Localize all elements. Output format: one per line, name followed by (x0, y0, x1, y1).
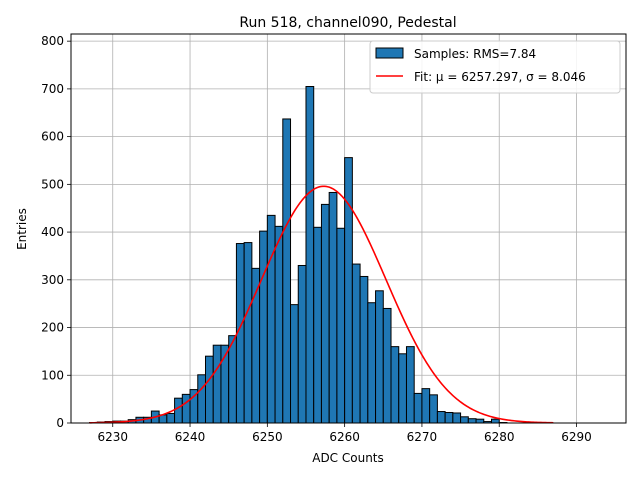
x-tick-label: 6230 (97, 430, 128, 444)
y-tick-label: 500 (41, 177, 64, 191)
legend-samples-patch (376, 48, 403, 58)
histogram-bar (453, 413, 461, 423)
histogram-bar (298, 265, 306, 423)
histogram-bar (430, 395, 438, 423)
y-axis-label: Entries (15, 208, 29, 250)
x-tick-label: 6240 (175, 430, 206, 444)
histogram-bar (167, 413, 175, 423)
y-tick-label: 100 (41, 368, 64, 382)
histogram-bar (283, 119, 291, 423)
histogram-bar (314, 227, 322, 423)
histogram-bar (213, 345, 221, 423)
histogram-bar (275, 226, 283, 423)
histogram-bar (383, 308, 391, 423)
y-tick-label: 400 (41, 225, 64, 239)
histogram-bar (291, 305, 299, 423)
y-tick-label: 800 (41, 34, 64, 48)
x-tick-label: 6250 (252, 430, 283, 444)
legend: Samples: RMS=7.84 Fit: μ = 6257.297, σ =… (370, 41, 620, 93)
histogram-bar (368, 303, 376, 423)
histogram-bar (406, 347, 414, 423)
histogram-bar (414, 393, 422, 423)
legend-samples-label: Samples: RMS=7.84 (414, 47, 536, 61)
histogram-bar (391, 347, 399, 423)
histogram-bar (329, 192, 337, 423)
x-tick-label: 6270 (407, 430, 438, 444)
histogram-bar (345, 158, 353, 423)
x-tick-label: 6280 (484, 430, 515, 444)
x-tick-label: 6260 (329, 430, 360, 444)
histogram-bar (476, 419, 484, 423)
histogram-bar (175, 398, 183, 423)
histogram-bar (260, 231, 268, 423)
histogram-bar (352, 264, 360, 423)
y-tick-label: 700 (41, 82, 64, 96)
chart-title: Run 518, channel090, Pedestal (239, 15, 456, 31)
histogram-bar (205, 356, 213, 423)
histogram-bar (182, 394, 190, 423)
histogram-bar (399, 354, 407, 423)
histogram-bar (360, 276, 368, 423)
histogram-bar (468, 419, 476, 423)
histogram-bar (492, 419, 500, 423)
histogram-bar (376, 291, 384, 423)
y-tick-label: 600 (41, 130, 64, 144)
legend-fit-label: Fit: μ = 6257.297, σ = 8.046 (414, 70, 586, 84)
histogram-bar (244, 243, 252, 423)
histogram-bar (445, 412, 453, 423)
histogram-bar (337, 228, 345, 423)
histogram-bar (437, 412, 445, 423)
histogram-bar (198, 375, 206, 423)
histogram-bar (267, 215, 275, 423)
histogram-bar (321, 204, 329, 423)
y-tick-label: 0 (56, 416, 64, 430)
y-tick-label: 200 (41, 321, 64, 335)
histogram-bar (422, 389, 430, 423)
y-tick-label: 300 (41, 273, 64, 287)
x-axis-label: ADC Counts (312, 451, 384, 465)
histogram-bar (306, 87, 314, 423)
x-tick-label: 6290 (561, 430, 592, 444)
histogram-bar (461, 417, 469, 423)
